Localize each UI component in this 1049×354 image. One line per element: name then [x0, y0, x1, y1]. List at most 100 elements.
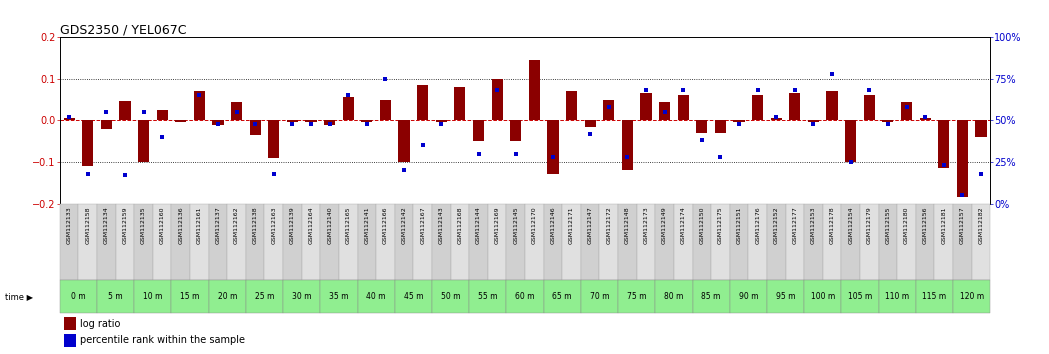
- Text: GSM112178: GSM112178: [830, 207, 835, 244]
- Text: GSM112160: GSM112160: [159, 207, 165, 244]
- Text: 65 m: 65 m: [553, 292, 572, 301]
- Text: 30 m: 30 m: [292, 292, 312, 301]
- Bar: [469, 204, 488, 280]
- Bar: [543, 280, 581, 313]
- Text: 85 m: 85 m: [702, 292, 721, 301]
- Bar: [752, 96, 764, 120]
- Bar: [692, 204, 711, 280]
- Bar: [860, 204, 879, 280]
- Bar: [413, 204, 432, 280]
- Text: GSM112139: GSM112139: [290, 207, 295, 244]
- Bar: [901, 102, 912, 120]
- Bar: [138, 120, 149, 162]
- Bar: [320, 204, 339, 280]
- Bar: [64, 334, 76, 347]
- Bar: [120, 101, 130, 120]
- Bar: [599, 204, 618, 280]
- Text: 105 m: 105 m: [848, 292, 872, 301]
- Bar: [380, 99, 391, 120]
- Bar: [377, 204, 394, 280]
- Bar: [897, 204, 916, 280]
- Text: GSM112150: GSM112150: [700, 207, 704, 244]
- Text: GSM112136: GSM112136: [178, 207, 184, 244]
- Bar: [618, 204, 637, 280]
- Bar: [245, 204, 264, 280]
- Text: GSM112172: GSM112172: [606, 207, 612, 244]
- Bar: [786, 204, 805, 280]
- Bar: [822, 204, 841, 280]
- Bar: [805, 280, 841, 313]
- Bar: [134, 204, 153, 280]
- Text: GSM112144: GSM112144: [476, 207, 481, 244]
- Bar: [841, 204, 860, 280]
- Bar: [115, 204, 134, 280]
- Bar: [767, 280, 805, 313]
- Bar: [60, 204, 79, 280]
- Bar: [305, 120, 317, 122]
- Bar: [507, 280, 543, 313]
- Text: GSM112134: GSM112134: [104, 207, 109, 244]
- Text: 25 m: 25 m: [255, 292, 274, 301]
- Bar: [432, 280, 469, 313]
- Bar: [488, 204, 507, 280]
- Text: GSM112170: GSM112170: [532, 207, 537, 244]
- Text: GSM112143: GSM112143: [438, 207, 444, 244]
- Text: 90 m: 90 m: [738, 292, 758, 301]
- Bar: [361, 120, 372, 122]
- Text: GSM112177: GSM112177: [792, 207, 797, 244]
- Text: 110 m: 110 m: [885, 292, 909, 301]
- Bar: [175, 120, 187, 122]
- Bar: [566, 91, 577, 120]
- Text: 20 m: 20 m: [217, 292, 237, 301]
- Bar: [673, 204, 692, 280]
- Bar: [190, 204, 209, 280]
- Text: 45 m: 45 m: [404, 292, 423, 301]
- Bar: [845, 120, 856, 162]
- Bar: [916, 280, 954, 313]
- Bar: [808, 120, 819, 122]
- Text: GDS2350 / YEL067C: GDS2350 / YEL067C: [60, 23, 187, 36]
- Bar: [194, 91, 205, 120]
- Bar: [920, 118, 930, 120]
- Text: GSM112145: GSM112145: [513, 207, 518, 244]
- Bar: [879, 280, 916, 313]
- Text: 40 m: 40 m: [366, 292, 386, 301]
- Bar: [882, 120, 894, 122]
- Text: GSM112133: GSM112133: [66, 207, 71, 244]
- Text: 35 m: 35 m: [329, 292, 348, 301]
- Bar: [473, 120, 484, 141]
- Text: 100 m: 100 m: [811, 292, 835, 301]
- Bar: [827, 91, 838, 120]
- Bar: [418, 85, 428, 120]
- Text: GSM112181: GSM112181: [941, 207, 946, 244]
- Bar: [697, 120, 707, 133]
- Bar: [879, 204, 897, 280]
- Bar: [97, 280, 134, 313]
- Bar: [622, 120, 633, 170]
- Text: GSM112137: GSM112137: [215, 207, 220, 244]
- Bar: [399, 120, 410, 162]
- Text: GSM112148: GSM112148: [625, 207, 629, 244]
- Text: 95 m: 95 m: [776, 292, 795, 301]
- Text: GSM112140: GSM112140: [327, 207, 333, 244]
- Text: time ▶: time ▶: [5, 292, 34, 301]
- Bar: [171, 280, 209, 313]
- Bar: [584, 120, 596, 127]
- Text: GSM112176: GSM112176: [755, 207, 761, 244]
- Bar: [976, 120, 986, 137]
- Bar: [659, 102, 670, 120]
- Bar: [286, 120, 298, 122]
- Text: 10 m: 10 m: [143, 292, 163, 301]
- Bar: [358, 280, 394, 313]
- Text: GSM112154: GSM112154: [849, 207, 853, 244]
- Bar: [971, 204, 990, 280]
- Bar: [656, 204, 673, 280]
- Bar: [264, 204, 283, 280]
- Text: GSM112162: GSM112162: [234, 207, 239, 244]
- Text: GSM112169: GSM112169: [495, 207, 499, 244]
- Bar: [935, 204, 954, 280]
- Text: GSM112179: GSM112179: [866, 207, 872, 244]
- Text: GSM112141: GSM112141: [364, 207, 369, 244]
- Bar: [789, 93, 800, 120]
- Bar: [618, 280, 656, 313]
